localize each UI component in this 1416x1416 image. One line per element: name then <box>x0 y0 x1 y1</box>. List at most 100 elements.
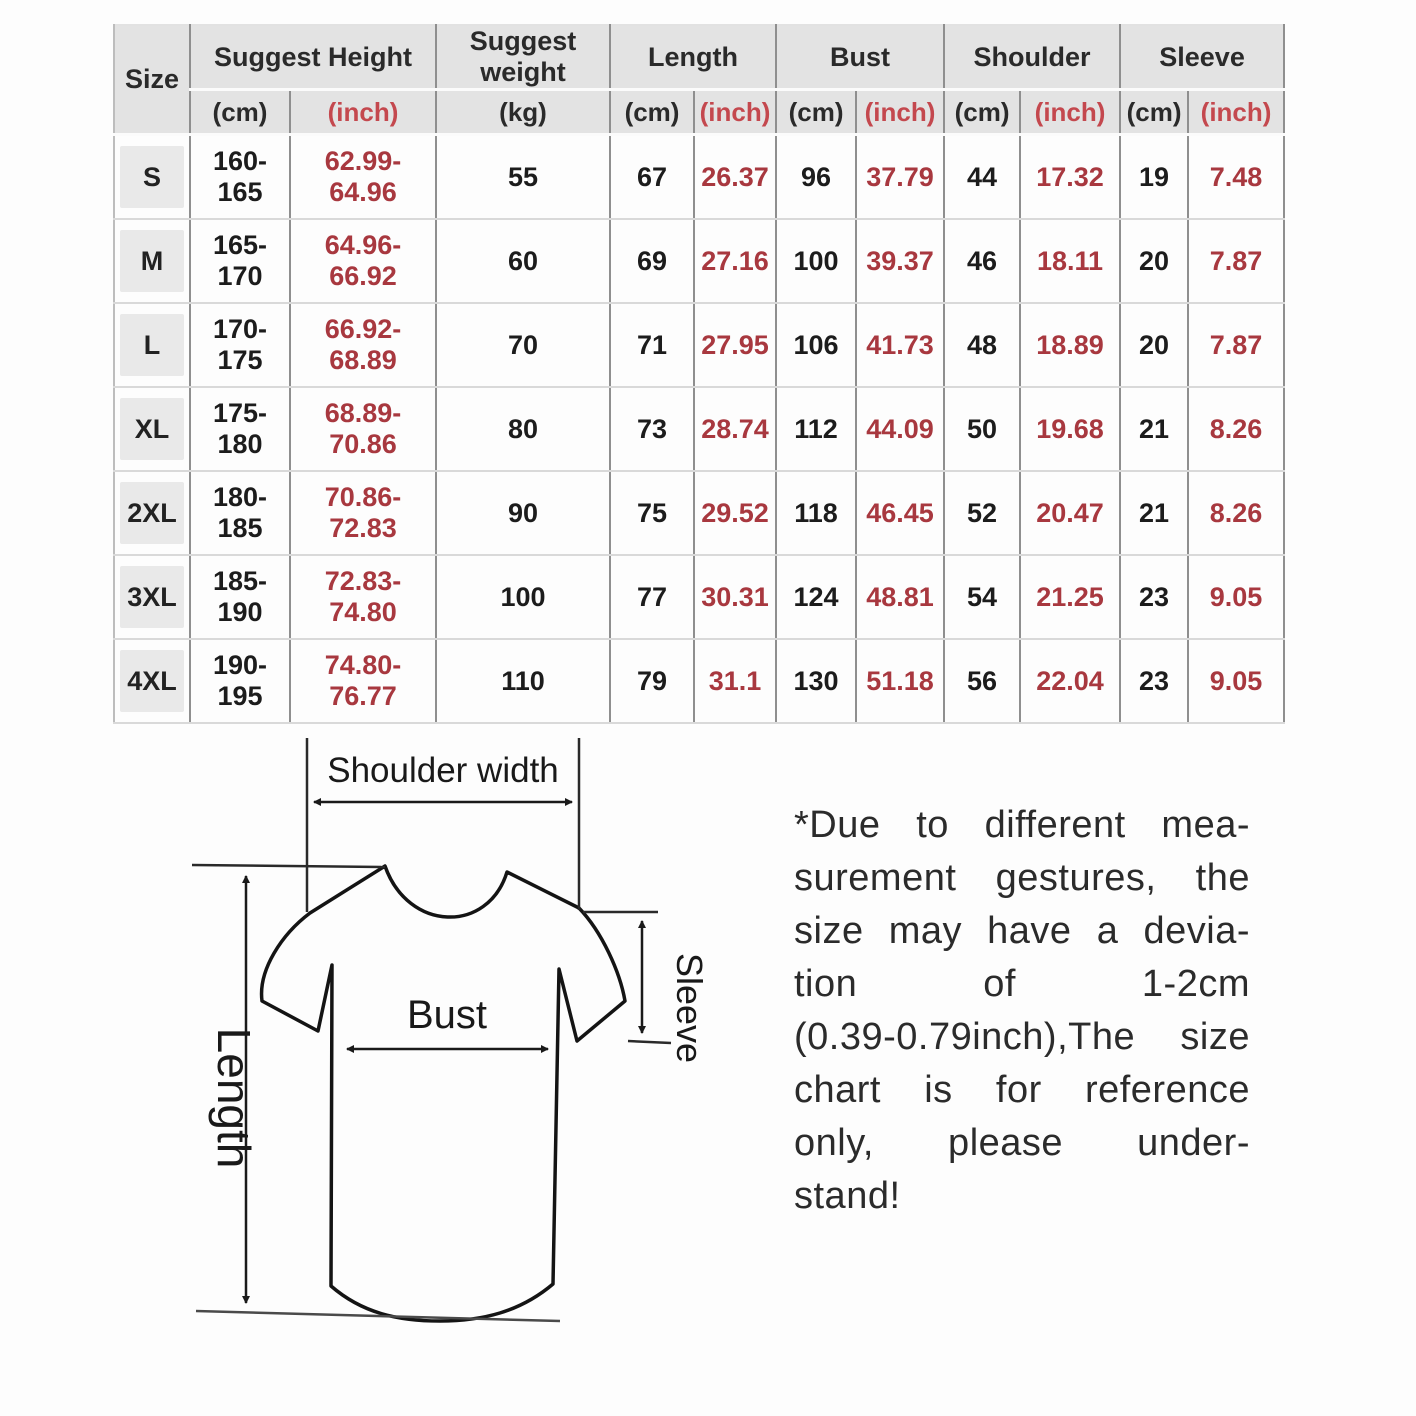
cell-sleeve-cm: 21 <box>1120 387 1190 472</box>
cell-size: XL <box>113 387 191 472</box>
col-header-shoulder: Shoulder <box>944 25 1122 91</box>
cell-shoulder-cm: 50 <box>944 387 1022 472</box>
cell-weight-kg: 110 <box>436 639 612 724</box>
col-header-sleeve: Sleeve <box>1120 25 1286 91</box>
cell-weight-kg: 80 <box>436 387 612 472</box>
sleeve-guide-bottom <box>627 1039 672 1045</box>
cell-height-cm: 185-190 <box>190 555 291 640</box>
cell-shoulder-inch: 21.25 <box>1020 555 1122 640</box>
size-label: S <box>120 146 184 208</box>
cell-sleeve-inch: 7.87 <box>1188 219 1286 304</box>
unit-length-inch: (inch) <box>694 89 778 136</box>
unit-shoulder-cm: (cm) <box>944 89 1022 136</box>
note-line: only, please under- <box>794 1122 1250 1164</box>
cell-shoulder-inch: 22.04 <box>1020 639 1122 724</box>
note-line: surement gestures, the <box>794 857 1250 899</box>
length-guide-top <box>191 863 386 869</box>
cell-height-cm: 165-170 <box>190 219 291 304</box>
cell-sleeve-cm: 21 <box>1120 471 1190 556</box>
cell-weight-kg: 55 <box>436 134 612 220</box>
cell-weight-kg: 60 <box>436 219 612 304</box>
cell-sleeve-inch: 9.05 <box>1188 555 1286 640</box>
cell-bust-cm: 130 <box>776 639 858 724</box>
cell-shoulder-inch: 18.89 <box>1020 303 1122 388</box>
unit-bust-inch: (inch) <box>856 89 946 136</box>
table-row: 2XL 180-185 70.86-72.83 90 75 29.52 118 46.45 52… <box>113 471 1286 556</box>
cell-size: M <box>113 219 191 304</box>
cell-sleeve-inch: 7.48 <box>1188 134 1286 220</box>
col-header-suggest-height: Suggest Height <box>190 25 438 91</box>
cell-bust-inch: 41.73 <box>856 303 946 388</box>
cell-shoulder-inch: 17.32 <box>1020 134 1122 220</box>
table-body: S 160-165 62.99-64.96 55 67 26.37 96 37.79 44 17.… <box>113 134 1286 724</box>
size-label: L <box>120 314 184 376</box>
shoulder-width-label: Shoulder width <box>327 751 559 790</box>
cell-bust-cm: 118 <box>776 471 858 556</box>
cell-height-cm: 180-185 <box>190 471 291 556</box>
size-label: 2XL <box>120 482 184 544</box>
size-label: 4XL <box>120 650 184 712</box>
cell-length-inch: 26.37 <box>694 134 778 220</box>
cell-length-cm: 73 <box>610 387 696 472</box>
unit-shoulder-inch: (inch) <box>1020 89 1122 136</box>
cell-length-inch: 31.1 <box>694 639 778 724</box>
table-row: S 160-165 62.99-64.96 55 67 26.37 96 37.79 44 17.… <box>113 134 1286 220</box>
cell-shoulder-inch: 20.47 <box>1020 471 1122 556</box>
cell-sleeve-cm: 23 <box>1120 639 1190 724</box>
cell-length-cm: 67 <box>610 134 696 220</box>
cell-height-cm: 190-195 <box>190 639 291 724</box>
sleeve-label: Sleeve <box>669 953 710 1063</box>
cell-length-inch: 29.52 <box>694 471 778 556</box>
table-row: 3XL 185-190 72.83-74.80 100 77 30.31 124 48.81 5… <box>113 555 1286 640</box>
col-header-suggest-weight: Suggest weight <box>436 25 612 91</box>
table-row: XL 175-180 68.89-70.86 80 73 28.74 112 44.09 50 1… <box>113 387 1286 472</box>
cell-weight-kg: 90 <box>436 471 612 556</box>
size-label: XL <box>120 398 184 460</box>
cell-shoulder-cm: 44 <box>944 134 1022 220</box>
unit-bust-cm: (cm) <box>776 89 858 136</box>
length-guide-bottom <box>195 1309 561 1323</box>
col-header-bust: Bust <box>776 25 946 91</box>
cell-sleeve-inch: 7.87 <box>1188 303 1286 388</box>
cell-length-inch: 27.95 <box>694 303 778 388</box>
note-line: tion of 1-2cm <box>794 963 1250 1005</box>
cell-bust-cm: 96 <box>776 134 858 220</box>
cell-shoulder-inch: 19.68 <box>1020 387 1122 472</box>
bust-label: Bust <box>407 993 487 1037</box>
cell-size: 4XL <box>113 639 191 724</box>
measurement-disclaimer-note: *Due to different mea- surement gestures… <box>794 799 1250 1223</box>
cell-size: 3XL <box>113 555 191 640</box>
cell-sleeve-inch: 8.26 <box>1188 471 1286 556</box>
table-row: 4XL 190-195 74.80-76.77 110 79 31.1 130 51.18 56… <box>113 639 1286 724</box>
cell-shoulder-inch: 18.11 <box>1020 219 1122 304</box>
cell-sleeve-inch: 9.05 <box>1188 639 1286 724</box>
length-label: Length <box>208 1028 260 1169</box>
cell-height-cm: 160-165 <box>190 134 291 220</box>
header-group-row: Size Suggest Height Suggest weight Lengt… <box>113 25 1286 136</box>
size-table: Size Suggest Height Suggest weight Lengt… <box>113 24 1286 724</box>
size-label: 3XL <box>120 566 184 628</box>
cell-size: S <box>113 134 191 220</box>
note-line: chart is for reference <box>794 1069 1250 1111</box>
cell-bust-inch: 39.37 <box>856 219 946 304</box>
cell-height-inch: 64.96-66.92 <box>290 219 438 304</box>
unit-sleeve-cm: (cm) <box>1120 89 1190 136</box>
unit-sleeve-inch: (inch) <box>1188 89 1286 136</box>
col-header-length: Length <box>610 25 778 91</box>
cell-sleeve-inch: 8.26 <box>1188 387 1286 472</box>
cell-height-inch: 68.89-70.86 <box>290 387 438 472</box>
unit-height-inch: (inch) <box>290 89 438 136</box>
cell-length-inch: 27.16 <box>694 219 778 304</box>
note-line: size may have a devia- <box>794 910 1250 952</box>
cell-bust-cm: 106 <box>776 303 858 388</box>
cell-weight-kg: 70 <box>436 303 612 388</box>
note-line: (0.39-0.79inch),The size <box>794 1016 1250 1058</box>
cell-length-cm: 77 <box>610 555 696 640</box>
cell-height-inch: 70.86-72.83 <box>290 471 438 556</box>
cell-bust-inch: 48.81 <box>856 555 946 640</box>
cell-shoulder-cm: 46 <box>944 219 1022 304</box>
cell-height-cm: 170-175 <box>190 303 291 388</box>
cell-sleeve-cm: 20 <box>1120 219 1190 304</box>
cell-weight-kg: 100 <box>436 555 612 640</box>
